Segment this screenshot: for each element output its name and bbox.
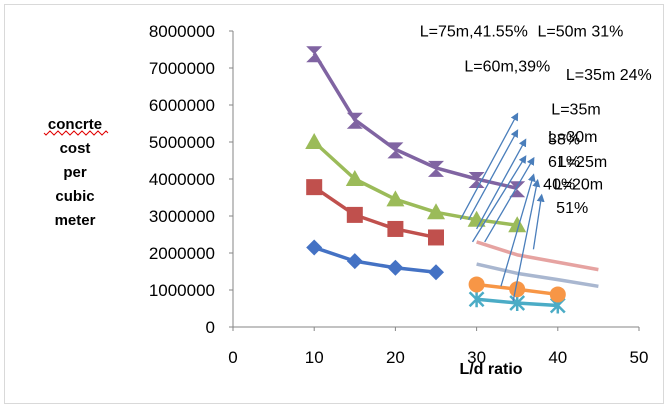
x-tick-label: 30 xyxy=(467,348,486,367)
series-1 xyxy=(306,239,444,281)
series-group xyxy=(305,46,599,314)
y-tick-label: 5000000 xyxy=(149,133,215,152)
data-point-circle xyxy=(468,276,485,293)
data-point-triangle xyxy=(508,216,527,233)
data-point-square xyxy=(428,229,444,246)
y-tick-label: 2000000 xyxy=(149,244,215,263)
series-line xyxy=(313,245,437,274)
annotations: L=75m,41.55% L=50m 31% L=60m,39% L=35m 24% L… xyxy=(420,24,652,217)
data-point-square xyxy=(306,179,323,196)
series-3 xyxy=(305,133,527,233)
series-8 xyxy=(476,240,599,272)
annotation-label: L=75m,41.55% xyxy=(420,24,528,41)
annotation-label: 40% xyxy=(543,176,575,193)
spellcheck-underline xyxy=(43,130,109,136)
series-6 xyxy=(468,276,566,303)
x-tick-label: 0 xyxy=(228,348,237,367)
series-7 xyxy=(476,262,599,289)
annotation-arrow xyxy=(476,138,527,230)
annotation-arrow xyxy=(467,129,519,221)
series-line xyxy=(476,240,599,272)
data-point-diamond xyxy=(428,264,444,281)
series-line xyxy=(313,185,437,240)
y-tick-label: 1000000 xyxy=(149,281,215,300)
y-tick-label: 0 xyxy=(206,318,215,337)
data-point-triangle xyxy=(386,190,405,207)
annotation-label: L=35m 24% xyxy=(566,67,652,84)
line-chart: 0 1000000 2000000 3000000 4000000 5000000 6000… xyxy=(43,22,652,378)
annotation-label: L=25m xyxy=(558,154,607,171)
data-point-hourglass xyxy=(306,46,323,63)
data-point-diamond xyxy=(346,253,363,270)
annotation-arrow xyxy=(532,193,545,250)
data-point-hourglass xyxy=(387,142,404,159)
data-point-star xyxy=(468,291,485,308)
y-axis-label-line: per xyxy=(63,164,87,181)
data-point-hourglass xyxy=(428,160,444,177)
annotation-arrow xyxy=(512,178,541,302)
data-point-star xyxy=(509,294,526,311)
x-tick-label: 20 xyxy=(386,348,405,367)
series-4 xyxy=(306,46,526,198)
data-point-diamond xyxy=(306,239,323,256)
x-tick-label: 50 xyxy=(630,348,649,367)
series-line xyxy=(476,262,599,289)
annotation-label: L=60m,39% xyxy=(464,59,550,76)
y-tick-label: 4000000 xyxy=(149,170,215,189)
annotation-arrow xyxy=(500,173,536,287)
y-axis-label-line: meter xyxy=(55,212,96,229)
data-point-triangle xyxy=(305,133,324,149)
y-tick-label: 6000000 xyxy=(149,96,215,115)
data-point-triangle xyxy=(345,170,364,186)
annotation-arrow xyxy=(459,112,519,221)
series-5 xyxy=(468,291,566,314)
y-tick-label: 7000000 xyxy=(149,59,215,78)
data-point-hourglass xyxy=(468,172,485,188)
tick-labels: 0 1000000 2000000 3000000 4000000 5000000 6000… xyxy=(149,22,649,367)
y-tick-label: 8000000 xyxy=(149,22,215,41)
annotation-arrow xyxy=(484,156,535,243)
data-point-square xyxy=(346,206,363,223)
annotation-label: L=20m xyxy=(554,176,603,193)
annotation-arrows xyxy=(459,112,545,302)
annotation-label: L=30m xyxy=(548,129,597,146)
annotation-label: 38% xyxy=(548,132,580,149)
annotation-label: 61% xyxy=(548,154,580,171)
annotation-label: L=50m 31% xyxy=(538,24,624,41)
data-point-circle xyxy=(549,286,566,303)
series-2 xyxy=(306,179,444,246)
annotation-label: 51% xyxy=(556,200,588,217)
annotation-label: L=35m xyxy=(551,101,600,118)
y-tick-label: 3000000 xyxy=(149,207,215,226)
data-point-circle xyxy=(509,281,526,298)
data-point-square xyxy=(387,220,404,237)
data-point-triangle xyxy=(467,210,486,227)
x-tick-label: 10 xyxy=(305,348,324,367)
data-point-hourglass xyxy=(346,112,363,129)
y-axis-label-line: cubic xyxy=(55,188,94,205)
data-point-diamond xyxy=(387,259,404,276)
series-line xyxy=(313,140,518,227)
y-axis-label-line: concrte xyxy=(48,116,102,133)
y-axis-label-line: cost xyxy=(60,140,91,157)
x-tick-label: 40 xyxy=(548,348,567,367)
data-point-triangle xyxy=(427,203,445,220)
series-line xyxy=(312,52,518,190)
y-axis-label: concrte cost per cubic meter xyxy=(43,116,109,229)
x-axis-label: L/d ratio xyxy=(459,361,522,378)
annotation-arrow xyxy=(471,155,527,243)
chart-frame: 0 1000000 2000000 3000000 4000000 5000000 6000… xyxy=(4,4,664,404)
